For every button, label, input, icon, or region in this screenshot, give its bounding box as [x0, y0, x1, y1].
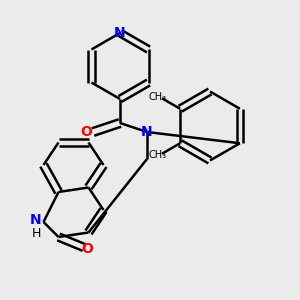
Text: O: O: [82, 242, 94, 256]
Text: H: H: [31, 227, 41, 240]
Text: N: N: [114, 26, 126, 40]
Text: N: N: [141, 125, 153, 139]
Text: CH₃: CH₃: [148, 92, 166, 102]
Text: N: N: [30, 214, 42, 227]
Text: CH₃: CH₃: [148, 150, 166, 160]
Text: O: O: [80, 125, 92, 139]
